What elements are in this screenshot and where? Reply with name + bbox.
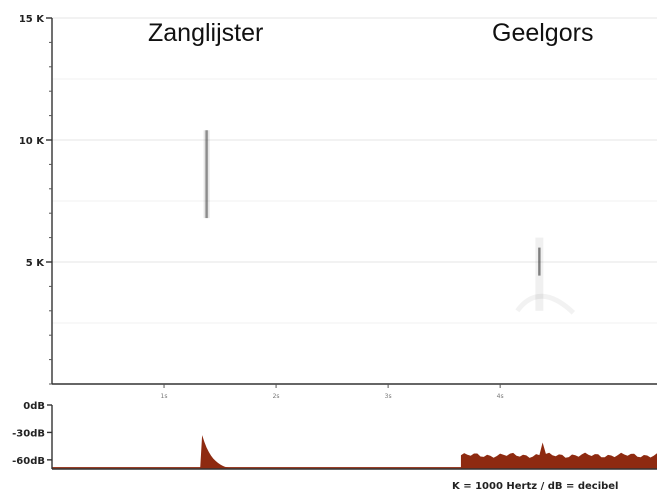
amplitude-burst-geelgors [460,442,657,469]
spectrogram-x-tick-labels: 1s 2s 3s 4s [161,384,504,400]
amplitude-y-tick-label: -30dB [12,428,45,439]
amplitude-noise-floor [52,467,657,469]
geelgors-trace-fade [515,293,576,315]
spectrogram-y-tick-label: 5 K [26,258,45,269]
spectrogram-y-tick-label: 10 K [19,136,45,147]
annotation-geelgors: Geelgors [492,19,593,47]
annotation-zanglijster: Zanglijster [148,19,263,47]
spectrogram-y-tick-label: 15 K [19,14,45,25]
zanglijster-trace [205,130,208,219]
spectrogram-x-tick-label: 1s [161,393,168,400]
spectrogram-marks [203,130,576,315]
amplitude-panel [52,435,657,469]
spectrogram-x-tick-label: 2s [273,393,280,400]
geelgors-trace [538,247,541,276]
spectrogram-gridlines [52,17,657,324]
amplitude-y-tick-label: -60dB [12,456,45,467]
spectrogram-x-tick-label: 3s [385,393,392,400]
caption: K = 1000 Hertz / dB = decibel [452,481,619,492]
amplitude-y-tick-label: 0dB [23,401,45,412]
spectrogram-y-tick-labels: 15 K 10 K 5 K [19,14,52,269]
spectrogram-x-tick-label: 4s [497,393,504,400]
amplitude-y-tick-labels: 0dB -30dB -60dB [12,401,52,467]
amplitude-burst-zanglijster [200,435,234,469]
